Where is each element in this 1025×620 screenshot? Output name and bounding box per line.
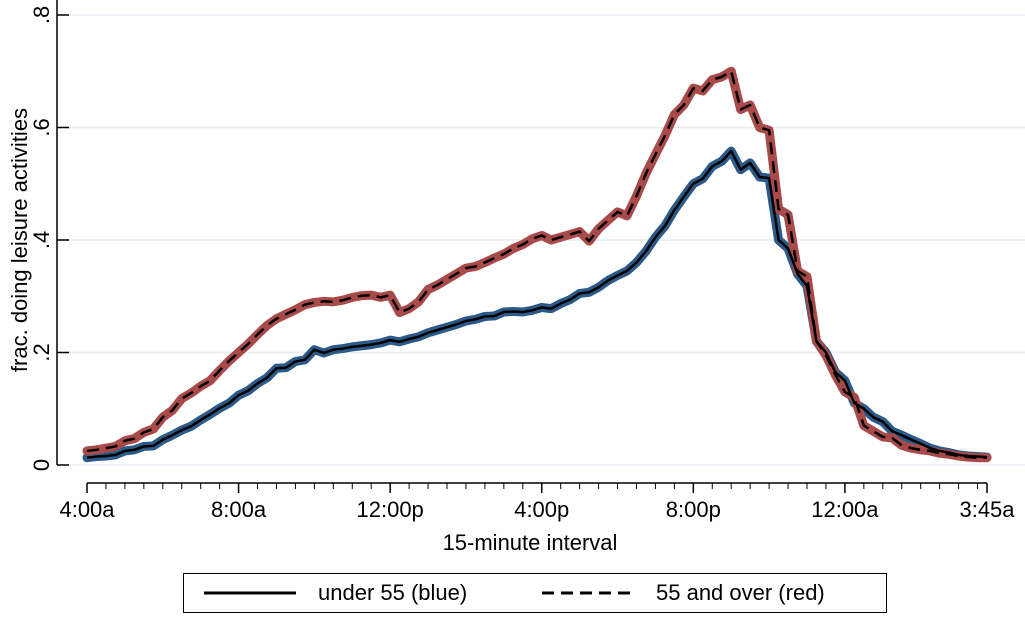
x-tick-label: 8:00a	[211, 497, 267, 522]
legend-swatch-dashed	[542, 591, 634, 595]
x-tick-label: 4:00p	[514, 497, 569, 522]
x-tick-label: 12:00a	[811, 497, 879, 522]
y-tick-label: .2	[29, 343, 54, 361]
series-line-0	[86, 149, 988, 459]
x-tick-label: 12:00p	[357, 497, 424, 522]
y-tick-label: .6	[29, 118, 54, 136]
legend: under 55 (blue) 55 and over (red)	[183, 573, 887, 613]
legend-label-55-and-over: 55 and over (red)	[656, 580, 825, 605]
y-tick-label: 0	[29, 459, 54, 471]
legend-label-under-55: under 55 (blue)	[318, 580, 468, 605]
x-axis-title: 15-minute interval	[443, 530, 618, 555]
x-tick-label: 8:00p	[666, 497, 721, 522]
series-line-1	[86, 70, 987, 459]
x-tick-label: 3:45a	[959, 497, 1015, 522]
series-lines	[86, 70, 988, 459]
x-axis: 4:00a 8:00a 12:00p 4:00p 8:00p 12:00a 3:45a	[59, 482, 1015, 522]
legend-item-under-55: under 55 (blue)	[204, 574, 467, 612]
y-axis: 0 .2 .4 .6 .8	[29, 0, 69, 471]
line-chart: 0 .2 .4 .6 .8 4:00a 8:00a 12:00p 4:00p 8:00p 12:0…	[7, 0, 1025, 555]
x-tick-label: 4:00a	[59, 497, 115, 522]
legend-item-55-and-over: 55 and over (red)	[542, 574, 825, 612]
y-axis-title: frac. doing leisure activities	[7, 108, 32, 372]
series-band-0	[82, 146, 992, 463]
legend-swatch-solid	[204, 591, 296, 595]
y-tick-label: .8	[29, 6, 54, 24]
y-tick-label: .4	[29, 231, 54, 249]
